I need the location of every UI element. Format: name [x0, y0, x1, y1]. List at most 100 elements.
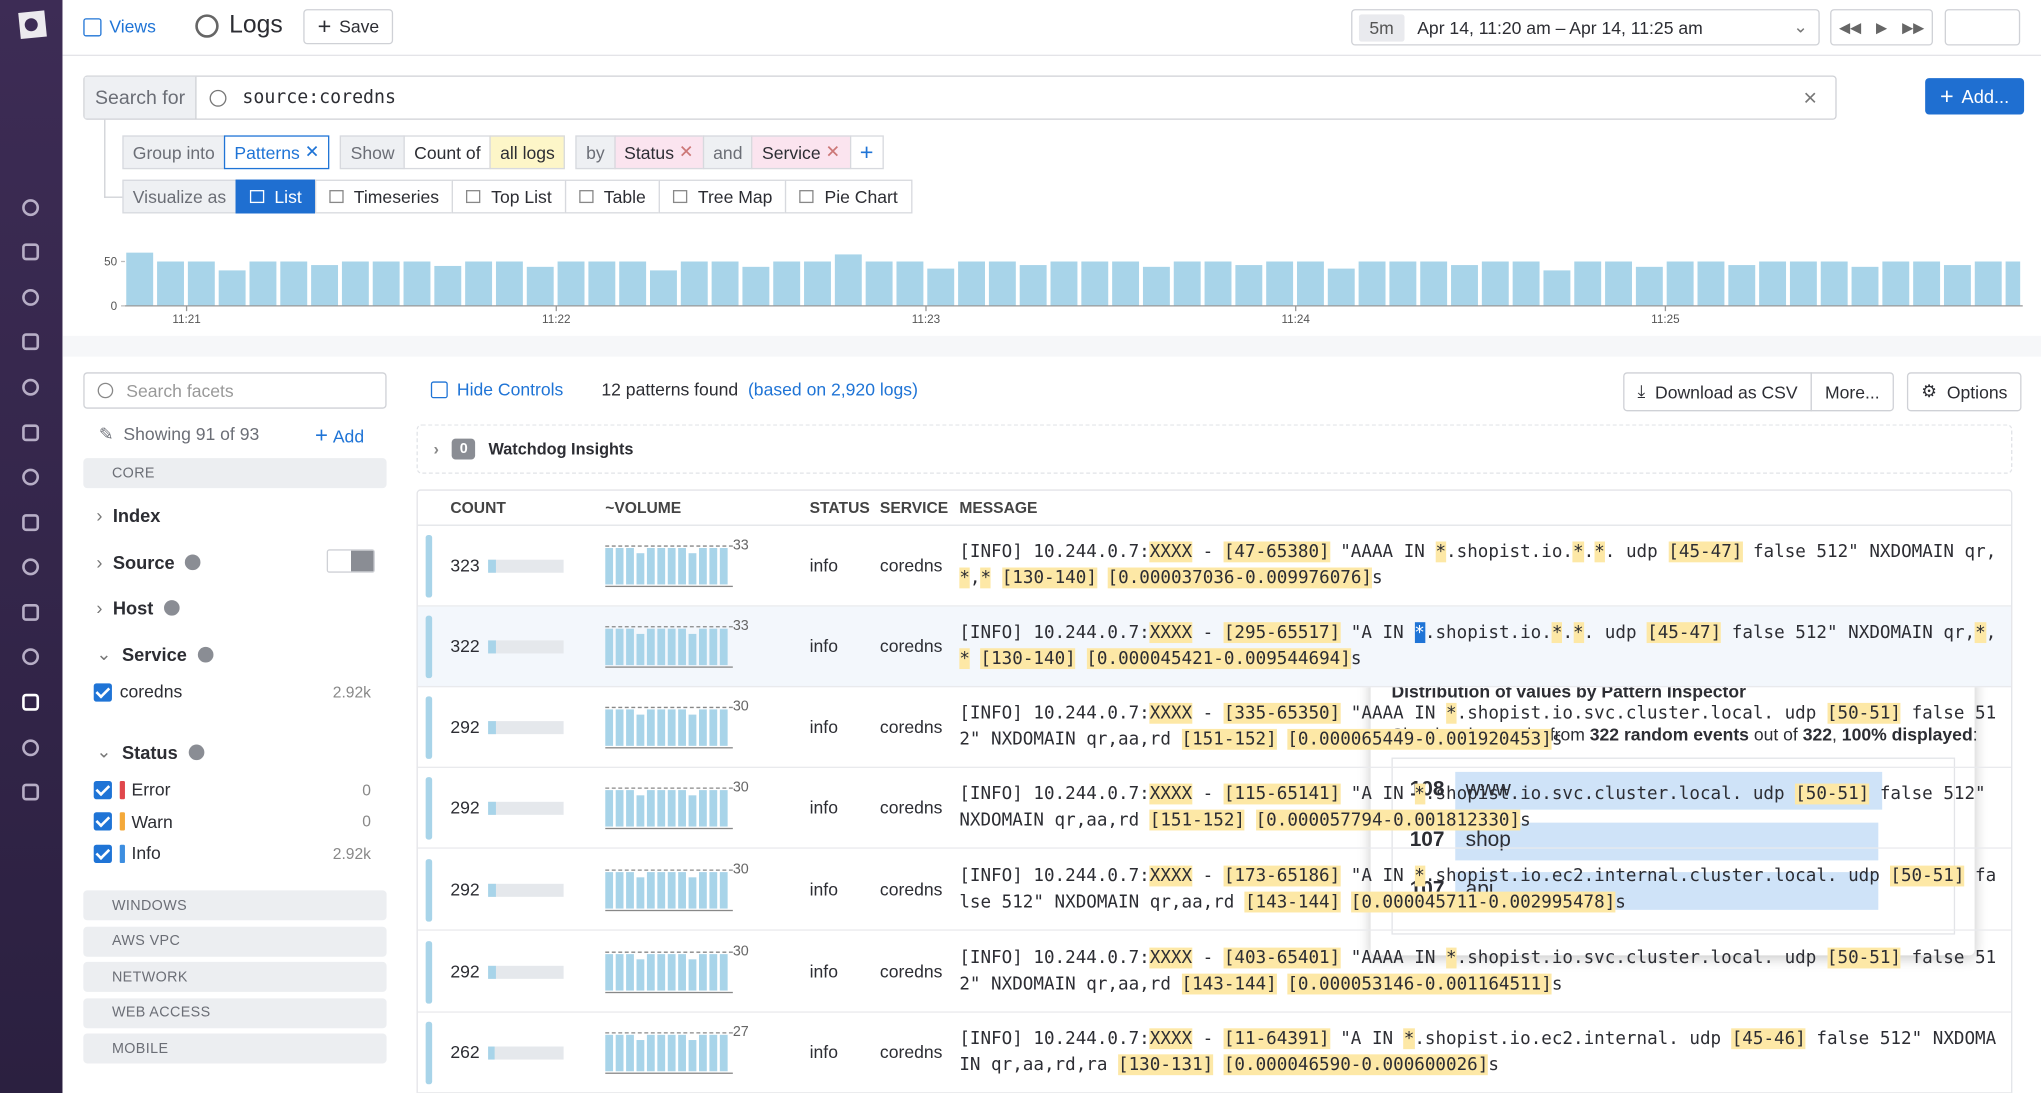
pattern-token[interactable]: [45-47] [1668, 541, 1743, 563]
watchdog[interactable]: › 0 Watchdog Insights [416, 424, 2013, 474]
pattern-token[interactable]: [50-51] [1826, 947, 1901, 969]
add-button[interactable]: + Add... [1925, 78, 2025, 115]
facet-group[interactable]: AWS VPC [83, 926, 387, 957]
pattern-token[interactable]: XXXX [1149, 622, 1193, 644]
hide-controls[interactable]: Hide Controls [430, 380, 563, 400]
pattern-token[interactable]: [115-65141] [1223, 783, 1341, 805]
pattern-token[interactable]: * [1594, 541, 1605, 563]
nav-icon[interactable] [22, 693, 40, 711]
pattern-token[interactable]: [0.000045711-0.002995478] [1350, 891, 1616, 913]
add-group[interactable]: + [849, 135, 884, 170]
count-of[interactable]: Count of [403, 135, 492, 170]
pattern-token[interactable]: * [1975, 622, 1986, 644]
save-button[interactable]: + Save [303, 9, 394, 45]
pattern-token[interactable]: XXXX [1149, 702, 1193, 724]
facet-value[interactable]: Info 2.92k [93, 843, 371, 863]
status-chip[interactable]: Status ✕ [613, 135, 705, 170]
visualize-option[interactable]: Table [564, 179, 661, 214]
pattern-token[interactable]: [151-152] [1181, 728, 1277, 750]
facet-group[interactable]: NETWORK [83, 961, 387, 992]
options-button[interactable]: ⚙ Options [1906, 372, 2022, 412]
pattern-token[interactable]: * [959, 567, 970, 589]
facet-group[interactable]: MOBILE [83, 1033, 387, 1064]
facet-group[interactable]: WINDOWS [83, 890, 387, 921]
pattern-token[interactable]: XXXX [1149, 865, 1193, 887]
facet-filter[interactable] [326, 549, 375, 573]
pattern-token[interactable]: XXXX [1149, 541, 1193, 563]
pattern-token[interactable]: * [1573, 541, 1584, 563]
pattern-token[interactable]: [130-131] [1118, 1054, 1214, 1076]
pattern-token[interactable]: * [1414, 865, 1425, 887]
pattern-token[interactable]: [143-144] [1181, 973, 1277, 995]
time-picker[interactable]: 5m Apr 14, 11:20 am – Apr 14, 11:25 am ⌄ [1351, 9, 1820, 46]
pattern-token[interactable]: * [1414, 783, 1425, 805]
pattern-token[interactable]: [143-144] [1244, 891, 1341, 913]
pattern-token[interactable]: [335-65350] [1223, 702, 1341, 724]
core-group[interactable]: CORE [83, 458, 387, 489]
nav-icon[interactable] [22, 378, 40, 396]
pattern-token[interactable]: [45-46] [1731, 1028, 1806, 1050]
search-bar[interactable]: Search for source:coredns × [83, 75, 1837, 120]
pattern-token[interactable]: * [1573, 622, 1584, 644]
visualize-option[interactable]: Tree Map [658, 179, 787, 214]
row[interactable] [417, 850, 2012, 931]
pattern-token-selected[interactable]: * [1414, 622, 1425, 644]
pattern-token[interactable]: * [1551, 622, 1563, 644]
row[interactable] [417, 526, 2012, 607]
facet-group[interactable]: WEB ACCESS [83, 997, 387, 1028]
pattern-token[interactable]: [47-65380] [1223, 541, 1330, 563]
facet-search[interactable]: Search facets [83, 372, 387, 409]
pattern-token[interactable]: [173-65186] [1223, 865, 1341, 887]
row[interactable] [417, 687, 2012, 768]
facet-value[interactable]: Error 0 [93, 780, 371, 799]
facet-header[interactable]: ⌄ Status [96, 741, 204, 763]
pattern-token[interactable]: [45-47] [1647, 622, 1722, 644]
nav-icon[interactable] [22, 468, 40, 486]
facet-add[interactable]: + Add [315, 423, 365, 448]
csv-button[interactable]: ⤓ Download as CSV [1623, 372, 1812, 412]
pattern-token[interactable]: * [1446, 947, 1457, 969]
pattern-token[interactable]: [0.000053146-0.001164511] [1287, 973, 1552, 995]
pattern-token[interactable]: [50-51] [1795, 783, 1870, 805]
pattern-token[interactable]: [295-65517] [1223, 622, 1341, 644]
pattern-token[interactable]: [130-140] [980, 648, 1076, 670]
nav-icon[interactable] [22, 199, 40, 217]
visualize-option[interactable]: Top List [452, 179, 567, 214]
pattern-token[interactable]: [0.000057794-0.001812330] [1255, 809, 1521, 831]
nav-icon[interactable] [22, 603, 40, 621]
pattern-token[interactable]: [151-152] [1149, 809, 1245, 831]
pattern-token[interactable]: XXXX [1149, 783, 1193, 805]
pattern-token[interactable]: * [959, 648, 970, 670]
pattern-token[interactable]: [403-65401] [1223, 947, 1341, 969]
facet-header[interactable]: › Index [96, 505, 160, 526]
nav-icon[interactable] [22, 243, 40, 261]
pattern-token[interactable]: [130-140] [1001, 567, 1097, 589]
more-button[interactable]: More... [1810, 372, 1894, 412]
row[interactable] [417, 768, 2012, 849]
nav-icon[interactable] [22, 333, 40, 351]
zoom-controls[interactable] [1944, 9, 2021, 46]
nav-icon[interactable] [22, 739, 40, 757]
pattern-token[interactable]: XXXX [1149, 947, 1193, 969]
pattern-token[interactable]: * [1403, 1028, 1415, 1050]
facet-header[interactable]: ⌄ Service [96, 643, 213, 665]
views-link[interactable]: Views [83, 17, 156, 36]
facet-header[interactable]: › Host [96, 597, 180, 618]
pattern-token[interactable]: [0.000037036-0.009976076] [1107, 567, 1373, 589]
row[interactable] [417, 932, 2012, 1013]
pattern-token[interactable]: [0.000065449-0.001920453] [1287, 728, 1552, 750]
facet-header[interactable]: › Source [96, 551, 201, 572]
all-logs[interactable]: all logs [489, 135, 566, 170]
pattern-token[interactable]: [0.000045421-0.009544694] [1086, 648, 1351, 670]
pattern-token[interactable]: * [1435, 541, 1447, 563]
group-value[interactable]: Patterns ✕ [223, 135, 330, 170]
service-chip[interactable]: Service ✕ [751, 135, 851, 170]
pattern-token[interactable]: * [1446, 702, 1457, 724]
nav-icon[interactable] [22, 514, 40, 532]
nav-icon[interactable] [22, 288, 40, 306]
based-on[interactable]: based on 2,920 logs [753, 380, 913, 400]
nav-icon[interactable] [22, 648, 40, 666]
nav-icon[interactable] [22, 558, 40, 576]
facet-value[interactable]: Warn 0 [93, 812, 371, 831]
pattern-token[interactable]: [50-51] [1890, 865, 1965, 887]
